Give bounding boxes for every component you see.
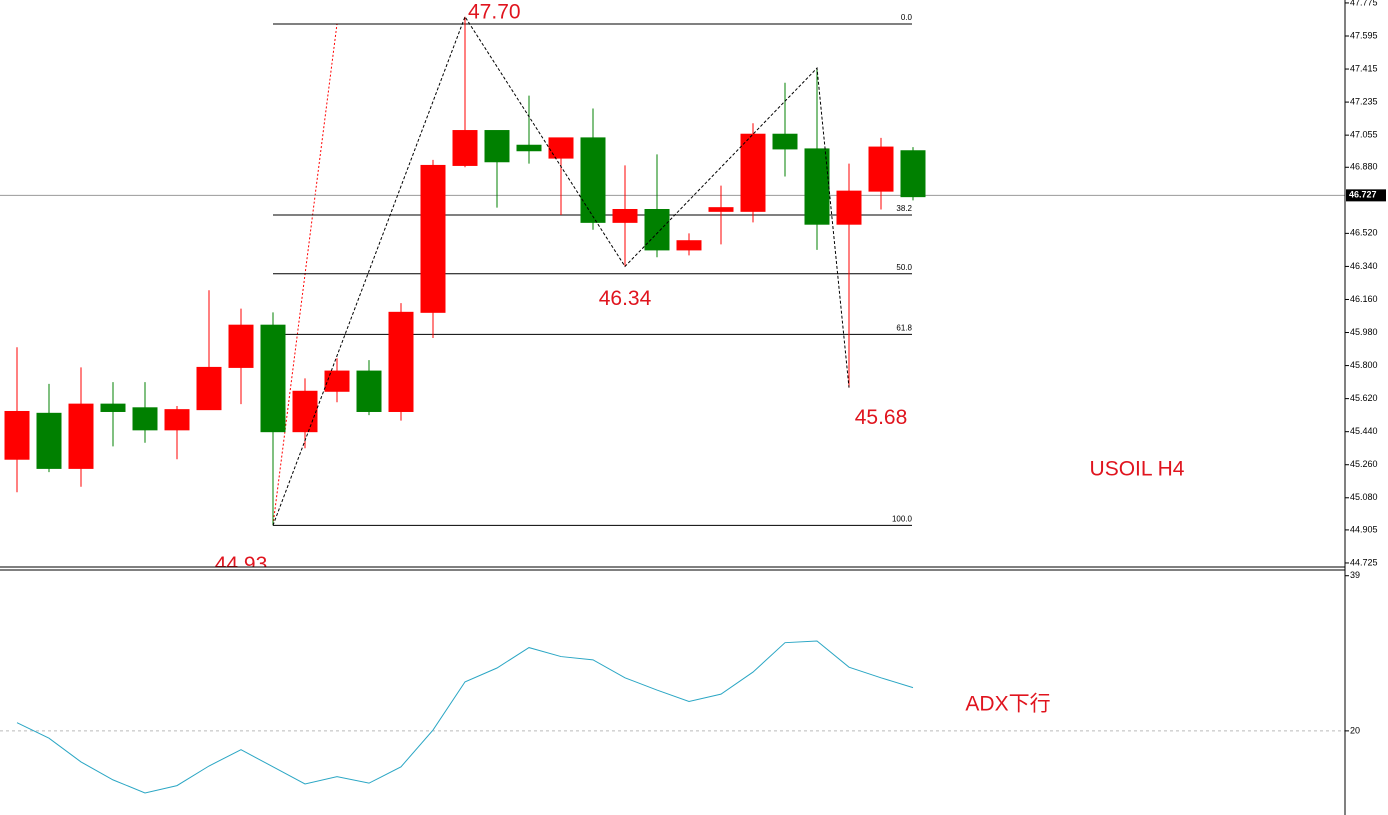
last-price-box bbox=[1346, 189, 1386, 202]
candle-body bbox=[836, 190, 862, 225]
y-tick-label: 47.235 bbox=[1350, 96, 1378, 106]
trend-line bbox=[272, 23, 338, 526]
candle-body bbox=[228, 324, 254, 368]
candle-body bbox=[324, 370, 350, 392]
adx-pane bbox=[0, 640, 1345, 794]
fib-label: 61.8 bbox=[896, 323, 912, 332]
y-tick-label: 46.520 bbox=[1350, 228, 1378, 238]
y-tick-label: 45.440 bbox=[1350, 426, 1378, 436]
candle-body bbox=[36, 412, 62, 469]
candle-body bbox=[548, 137, 574, 159]
fib-label: 100.0 bbox=[892, 514, 913, 523]
candle-body bbox=[68, 403, 94, 469]
candle-body bbox=[356, 370, 382, 412]
candle-body bbox=[164, 409, 190, 431]
candle-body bbox=[388, 311, 414, 412]
candle-body bbox=[612, 209, 638, 223]
candle-body bbox=[484, 130, 510, 163]
y-tick-label: 46.160 bbox=[1350, 294, 1378, 304]
candle-body bbox=[868, 146, 894, 192]
candle-body bbox=[676, 240, 702, 251]
candle-body bbox=[740, 133, 766, 212]
y-tick-label: 45.080 bbox=[1350, 492, 1378, 502]
price-annotation: 47.70 bbox=[468, 0, 521, 23]
candle-body bbox=[708, 207, 734, 212]
price-pane: 0.0 38.2 50.0 61.8 100.0 47.70 46.34 45.68 44.93 bbox=[0, 0, 1345, 576]
y-tick-label: 46.340 bbox=[1350, 261, 1378, 271]
zigzag-line bbox=[272, 15, 850, 526]
candle-body bbox=[452, 130, 478, 166]
candle-body bbox=[772, 133, 798, 150]
price-annotation: 44.93 bbox=[215, 553, 268, 576]
candle-body bbox=[132, 407, 158, 431]
price-annotation: 46.34 bbox=[599, 287, 652, 310]
y-tick-label: 45.260 bbox=[1350, 459, 1378, 469]
candle-body bbox=[644, 209, 670, 251]
fib-label: 38.2 bbox=[896, 204, 912, 213]
candle-body bbox=[516, 144, 542, 152]
y-tick-label: 44.905 bbox=[1350, 524, 1378, 534]
adx-line bbox=[16, 640, 914, 794]
y-tick-label: 45.800 bbox=[1350, 360, 1378, 370]
fib-label: 0.0 bbox=[901, 13, 913, 22]
y-tick-label: 44.725 bbox=[1350, 557, 1378, 567]
y-tick-label: 47.595 bbox=[1350, 30, 1378, 40]
last-price-label: 46.727 bbox=[1349, 190, 1377, 200]
fib-label: 50.0 bbox=[896, 263, 912, 272]
symbol-label: USOIL H4 bbox=[1090, 458, 1185, 481]
candle-body bbox=[196, 366, 222, 411]
y-tick-label: 45.980 bbox=[1350, 327, 1378, 337]
candle-body bbox=[100, 403, 126, 412]
candle-body bbox=[4, 410, 30, 460]
y-tick-label: 47.415 bbox=[1350, 63, 1378, 73]
candle-body bbox=[804, 148, 830, 225]
candle-body bbox=[420, 164, 446, 313]
y-tick-label: 45.620 bbox=[1350, 393, 1378, 403]
y-tick-label: 20 bbox=[1350, 725, 1360, 735]
price-annotation: 45.68 bbox=[855, 406, 908, 429]
candle-body bbox=[580, 137, 606, 223]
y-tick-label: 47.775 bbox=[1350, 0, 1378, 7]
adx-note: ADX下行 bbox=[965, 693, 1050, 716]
candle-body bbox=[900, 150, 926, 198]
y-tick-label: 47.055 bbox=[1350, 130, 1378, 140]
y-tick-label: 46.880 bbox=[1350, 162, 1378, 172]
candle-body bbox=[260, 324, 286, 433]
candle-body bbox=[292, 390, 318, 433]
y-tick-label: 39 bbox=[1350, 570, 1360, 580]
